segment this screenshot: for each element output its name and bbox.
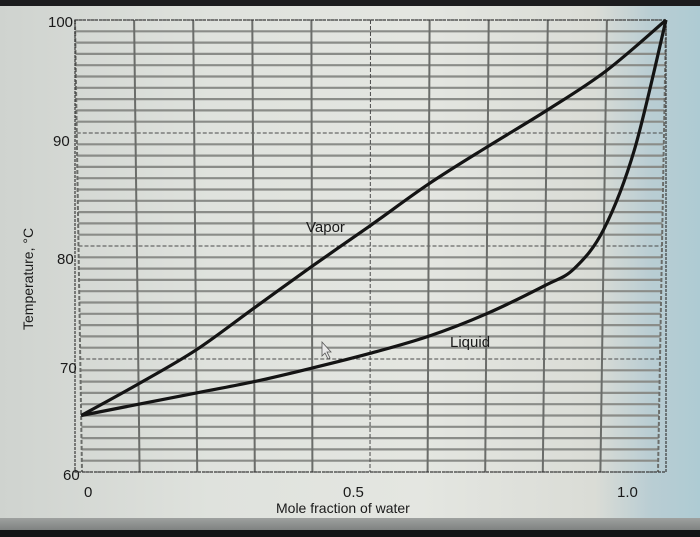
x-tick-1-0: 1.0 — [617, 484, 638, 501]
y-tick-90: 90 — [53, 133, 70, 150]
y-tick-80: 80 — [57, 251, 74, 268]
vapor-curve — [80, 18, 668, 417]
x-axis-label: Mole fraction of water — [276, 500, 410, 516]
vapor-label: Vapor — [306, 219, 345, 236]
y-tick-100: 100 — [48, 14, 73, 31]
grid — [74, 19, 667, 473]
mouse-cursor-icon — [321, 340, 332, 360]
photo-of-screen — [0, 6, 700, 518]
liquid-curve — [80, 19, 668, 418]
y-tick-70: 70 — [60, 360, 77, 377]
monitor-edge — [0, 530, 700, 537]
liquid-label: Liquid — [450, 334, 490, 351]
y-axis-label: Temperature, °C — [20, 228, 36, 330]
monitor-bezel — [0, 518, 700, 530]
y-tick-60: 60 — [63, 467, 80, 484]
x-tick-0-5: 0.5 — [343, 484, 364, 501]
x-tick-0: 0 — [84, 484, 92, 501]
plot-border — [74, 19, 667, 473]
